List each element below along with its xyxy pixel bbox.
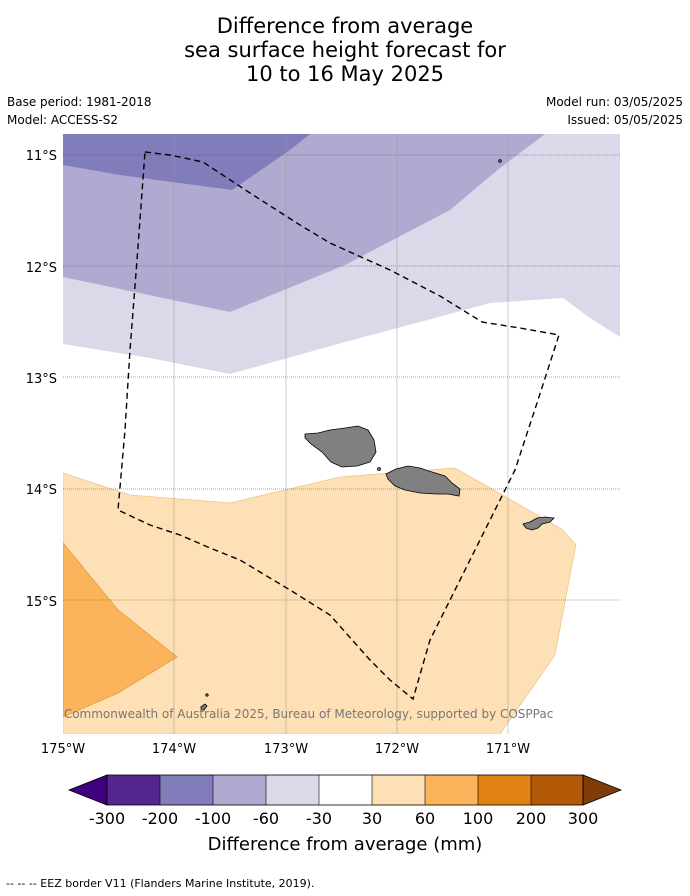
anomaly-band-minus100-200 <box>63 134 310 190</box>
island-savaii <box>304 425 377 468</box>
colorbar-bin-5 <box>319 775 372 805</box>
model-name: Model: ACCESS-S2 <box>7 113 119 127</box>
colorbar-bin-8 <box>478 775 531 805</box>
colorbar-tick: -60 <box>253 809 279 828</box>
colorbar-bin-3 <box>213 775 266 805</box>
colorbar-ticks: -300 -200 -100 -60 -30 30 60 100 200 300 <box>89 809 598 828</box>
colorbar-extend-low <box>67 774 108 806</box>
colorbar-tick: 30 <box>362 809 382 828</box>
lon-label-172w: 172°W <box>375 742 419 757</box>
island-niuafoou <box>200 703 208 711</box>
map-area: © Commonwealth of Australia 2025, Bureau… <box>48 134 620 734</box>
title-line-2: sea surface height forecast for <box>184 38 506 62</box>
lat-label-12s: 12°S <box>26 261 57 276</box>
land-masses <box>200 159 555 711</box>
copyright-notice: © Commonwealth of Australia 2025, Bureau… <box>48 707 553 721</box>
colorbar-label: Difference from average (mm) <box>208 834 483 855</box>
lat-label-13s: 13°S <box>26 372 57 387</box>
colorbar-tick: -200 <box>142 809 178 828</box>
colorbar-bin-1 <box>107 775 160 805</box>
anomaly-band-plus30-60 <box>63 467 577 734</box>
lon-label-174w: 174°W <box>152 742 196 757</box>
colorbar-extend-high <box>582 774 623 806</box>
lat-label-11s: 11°S <box>26 149 57 164</box>
graticule <box>63 134 620 734</box>
colorbar-bin-4 <box>266 775 319 805</box>
colorbar-tick: 60 <box>415 809 435 828</box>
base-period: Base period: 1981-2018 <box>7 95 152 109</box>
lat-label-14s: 14°S <box>26 483 57 498</box>
longitude-labels: 175°W 174°W 173°W 172°W 171°W <box>41 742 530 757</box>
title-line-3: 10 to 16 May 2025 <box>245 62 445 86</box>
colorbar-tick: 200 <box>516 809 547 828</box>
colorbar-frame <box>106 774 584 806</box>
colorbar-bin-2 <box>160 775 213 805</box>
anomaly-band-plus60-100 <box>63 542 178 718</box>
colorbar-bin-7 <box>425 775 478 805</box>
eez-legend: -- -- -- EEZ border V11 (Flanders Marine… <box>6 877 315 890</box>
island-manono <box>377 467 381 471</box>
colorbar-tick: -300 <box>89 809 125 828</box>
lon-label-175w: 175°W <box>41 742 85 757</box>
colorbar-bin-6 <box>372 775 425 805</box>
issued-date: Issued: 05/05/2025 <box>567 113 683 127</box>
island-upolu <box>385 465 461 497</box>
island-swains <box>498 159 502 163</box>
map-title: Difference from average sea surface heig… <box>0 14 690 86</box>
colorbar-tick: -30 <box>306 809 332 828</box>
colorbar-dividers <box>159 775 532 805</box>
island-small-south <box>205 693 209 697</box>
colorbar: -300 -200 -100 -60 -30 30 60 100 200 300… <box>67 774 623 855</box>
lat-label-15s: 15°S <box>26 595 57 610</box>
latitude-labels: 11°S 12°S 13°S 14°S 15°S <box>26 149 57 610</box>
island-tutuila <box>522 516 555 531</box>
lon-label-173w: 173°W <box>264 742 308 757</box>
eez-border <box>117 151 560 701</box>
title-line-1: Difference from average <box>216 14 474 38</box>
lon-label-171w: 171°W <box>486 742 530 757</box>
colorbar-tick: -100 <box>195 809 231 828</box>
model-run: Model run: 03/05/2025 <box>545 95 683 109</box>
colorbar-tick: 300 <box>568 809 599 828</box>
colorbar-bin-9 <box>531 775 583 805</box>
colorbar-tick: 100 <box>463 809 494 828</box>
